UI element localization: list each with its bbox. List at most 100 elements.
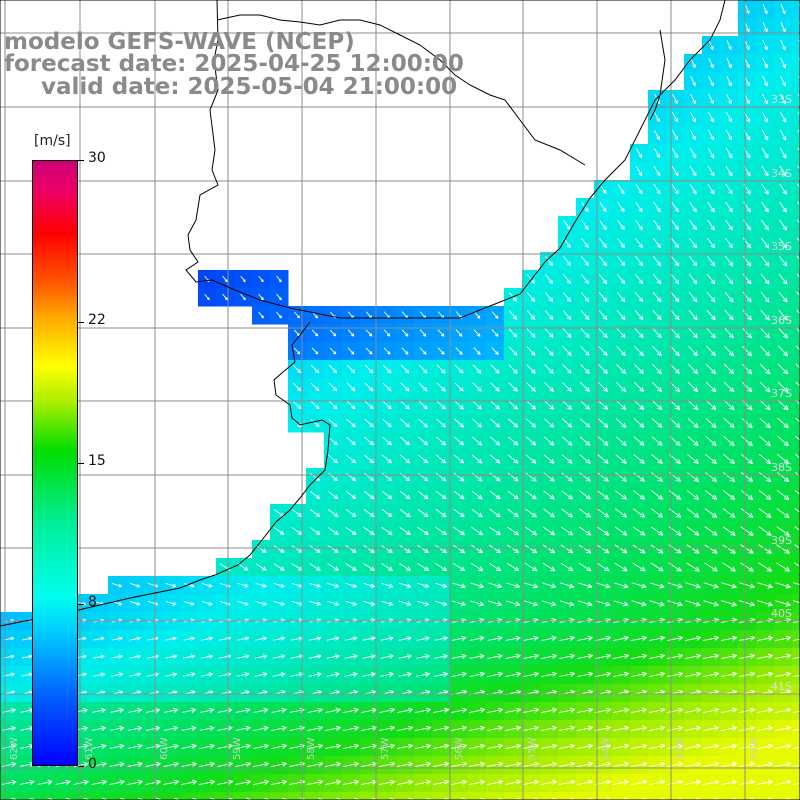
wind-arrow <box>505 779 522 786</box>
wind-arrow <box>217 761 233 768</box>
wind-arrow <box>706 237 716 249</box>
wind-arrow <box>110 707 125 713</box>
longitude-label: 56W <box>454 737 465 760</box>
wind-cell <box>72 792 91 800</box>
wind-arrow <box>685 725 702 732</box>
wind-arrow <box>632 526 646 536</box>
wind-arrow <box>235 761 252 768</box>
wind-arrow <box>613 600 629 607</box>
wind-arrow <box>362 654 376 659</box>
wind-arrow <box>453 436 465 446</box>
wind-arrow <box>757 761 774 768</box>
wind-arrow <box>671 129 679 141</box>
wind-arrow <box>595 779 612 786</box>
wind-arrow <box>292 400 302 410</box>
wind-arrow <box>437 347 445 355</box>
wind-arrow <box>346 382 356 392</box>
longitude-label: 60W <box>159 737 170 760</box>
wind-arrow <box>559 743 576 750</box>
wind-arrow <box>415 761 432 768</box>
wind-arrow <box>758 471 772 483</box>
forecast-date: forecast date: 2025-04-25 12:00:00 <box>4 51 464 77</box>
wind-arrow <box>235 743 251 749</box>
wind-arrow <box>597 472 609 482</box>
wind-arrow <box>559 653 575 659</box>
wind-arrow <box>127 743 143 749</box>
wind-arrow <box>272 672 286 677</box>
wind-arrow <box>780 3 786 15</box>
wind-arrow <box>364 364 374 374</box>
wind-arrow <box>723 435 735 447</box>
wind-arrow <box>272 654 286 659</box>
wind-arrow <box>235 725 251 731</box>
wind-arrow <box>109 743 125 749</box>
wind-arrow <box>454 382 464 392</box>
wind-arrow <box>545 256 553 266</box>
wind-arrow <box>685 582 701 589</box>
wind-arrow <box>597 508 610 518</box>
wind-arrow <box>581 238 589 249</box>
wind-arrow <box>453 454 465 464</box>
wind-arrow <box>577 743 594 750</box>
wind-arrow <box>527 274 536 284</box>
wind-cell <box>720 792 739 800</box>
wind-arrow <box>577 671 594 678</box>
wind-arrow <box>3 654 15 659</box>
wind-arrow <box>91 779 107 785</box>
wind-arrow <box>523 635 539 641</box>
wind-arrow <box>473 347 481 355</box>
wind-arrow <box>633 418 645 428</box>
wind-arrow <box>595 653 612 660</box>
wind-arrow <box>707 183 715 195</box>
wind-arrow <box>507 418 519 428</box>
wind-arrow <box>740 490 754 500</box>
wind-arrow <box>397 707 413 714</box>
wind-arrow <box>724 309 734 321</box>
wind-arrow <box>634 291 644 303</box>
wind-arrow <box>616 364 626 375</box>
wind-arrow <box>758 562 773 572</box>
wind-arrow <box>489 544 502 554</box>
wind-arrow <box>778 237 788 249</box>
wind-arrow <box>325 707 341 713</box>
wind-arrow <box>92 725 107 731</box>
wind-arrow <box>595 707 612 714</box>
wind-arrow <box>127 761 143 767</box>
model-title: modelo GEFS-WAVE (NCEP) <box>4 29 355 55</box>
wind-arrow <box>598 310 608 321</box>
wind-arrow <box>742 255 752 267</box>
wind-arrow <box>380 672 394 677</box>
wind-arrow <box>688 327 698 339</box>
wind-arrow <box>598 364 608 374</box>
wind-arrow <box>613 671 630 678</box>
wind-arrow <box>543 508 555 518</box>
wind-arrow <box>507 508 519 518</box>
wind-arrow <box>491 347 499 355</box>
wind-arrow <box>563 256 571 266</box>
wind-arrow <box>253 761 270 768</box>
wind-arrow <box>634 364 644 375</box>
wind-arrow <box>236 654 250 659</box>
wind-arrow <box>541 743 558 750</box>
wind-arrow <box>506 562 520 572</box>
wind-arrow <box>685 743 702 750</box>
longitude-label: 55W <box>527 737 538 760</box>
wind-arrow <box>651 418 663 429</box>
wind-arrow <box>579 490 591 500</box>
wind-arrow <box>487 743 504 750</box>
wind-arrow <box>508 382 518 392</box>
wind-arrow <box>363 526 375 536</box>
wind-arrow <box>491 311 499 319</box>
wind-arrow <box>652 327 662 339</box>
wind-arrow <box>797 129 800 135</box>
wind-arrow <box>617 202 625 213</box>
wind-arrow <box>506 582 521 589</box>
wind-arrow <box>776 471 790 483</box>
wind-arrow <box>253 707 269 713</box>
wind-cell <box>738 792 757 800</box>
wind-arrow <box>793 764 800 768</box>
wind-arrow <box>780 75 786 87</box>
wind-arrow <box>703 725 720 732</box>
wind-arrow <box>487 635 503 641</box>
wind-arrow <box>725 111 733 123</box>
